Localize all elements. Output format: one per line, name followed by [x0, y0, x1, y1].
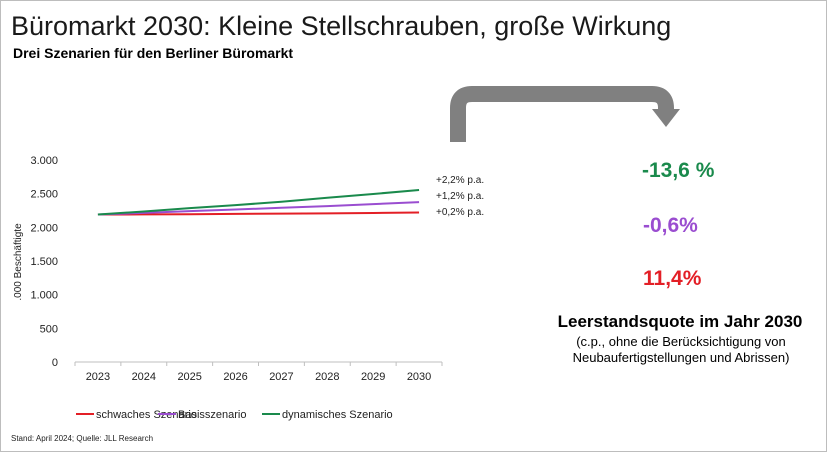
caption-title: Leerstandsquote im Jahr 2030	[557, 312, 803, 331]
x-tick-label: 2030	[407, 371, 431, 383]
y-tick-label: 1.000	[30, 290, 58, 302]
series-end-label: +2,2% p.a.	[436, 175, 484, 186]
y-tick-label: 500	[40, 323, 58, 335]
y-tick-label: 0	[52, 357, 58, 369]
y-axis-title: .000 Beschäftigte	[13, 223, 24, 301]
series-line	[97, 201, 420, 216]
x-tick-label: 2026	[223, 371, 247, 383]
svg-text:.000 Beschäftigte: .000 Beschäftigte	[13, 223, 24, 301]
y-tick-label: 2.500	[30, 189, 58, 201]
y-tick-label: 3.000	[30, 155, 58, 167]
series-end-label: +0,2% p.a.	[436, 207, 484, 218]
y-tick-label: 1.500	[30, 256, 58, 268]
source-note: Stand: April 2024; Quelle: JLL Research	[11, 434, 154, 443]
x-tick-label: 2027	[269, 371, 293, 383]
series-line	[97, 188, 420, 216]
series-end-label: +1,2% p.a.	[436, 191, 484, 202]
series-line	[97, 211, 420, 216]
x-tick-label: 2024	[132, 371, 156, 383]
y-tick-label: 2.000	[30, 222, 58, 234]
kpi-dynamic-vacancy: -13,6 %	[642, 159, 715, 182]
legend-label: schwaches Szenario	[96, 409, 197, 421]
x-tick-label: 2023	[86, 371, 110, 383]
slide-subtitle: Drei Szenarien für den Berliner Büromark…	[13, 45, 294, 61]
slide-title: Büromarkt 2030: Kleine Stellschrauben, g…	[11, 11, 672, 41]
caption-note: (c.p., ohne die Berücksichtigung von Neu…	[572, 334, 790, 365]
kpi-base-vacancy: -0,6%	[643, 214, 698, 237]
x-tick-label: 2028	[315, 371, 339, 383]
legend-label: Basisszenario	[178, 409, 246, 421]
legend-label: dynamisches Szenario	[282, 409, 393, 421]
kpi-weak-vacancy: 11,4%	[643, 267, 702, 290]
x-tick-label: 2025	[177, 371, 201, 383]
x-tick-label: 2029	[361, 371, 385, 383]
